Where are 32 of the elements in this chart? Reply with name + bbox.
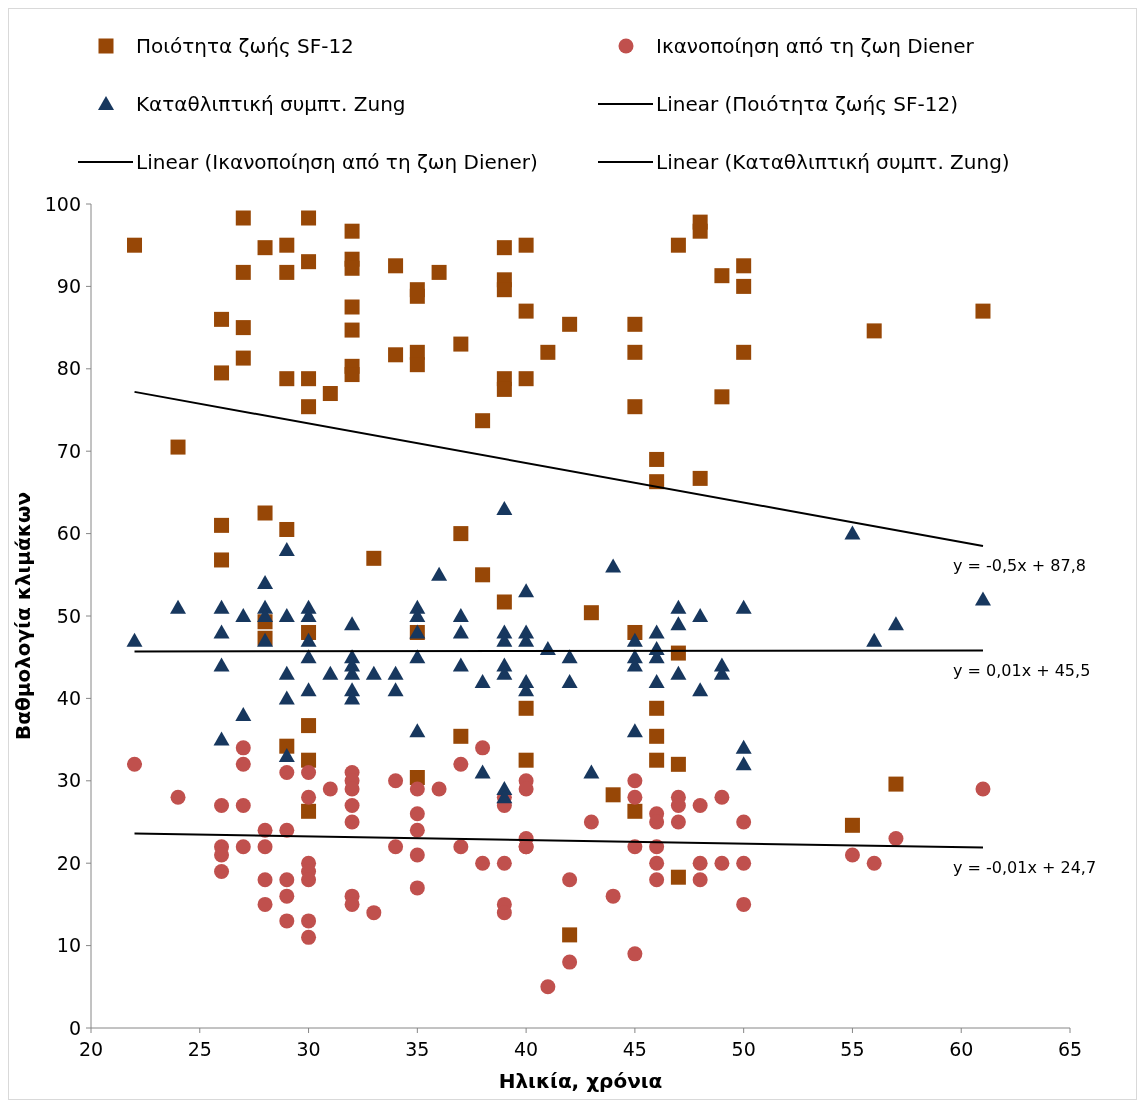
x-tick-label: 25 — [187, 1038, 212, 1060]
x-tick-label: 20 — [78, 1038, 104, 1060]
x-tick-label: 35 — [405, 1038, 430, 1060]
annotation: y = -0,01x + 24,7 — [952, 857, 1097, 877]
legend-label: Linear (Ποιότητα ζωής SF-12) — [656, 92, 958, 116]
y-tick-label: 50 — [56, 604, 81, 627]
y-tick-label: 70 — [56, 439, 81, 462]
y-tick-label: 30 — [56, 769, 81, 792]
y-tick-label: 10 — [56, 934, 81, 957]
annotation: y = 0,01x + 45,5 — [952, 660, 1091, 680]
x-tick-label: 60 — [949, 1038, 974, 1060]
legend-label: Linear (Ικανοποίηση από τη ζωη Diener) — [136, 150, 538, 174]
y-axis-title: Βαθμολογία κλιμάκων — [11, 491, 35, 741]
y-tick-label: 100 — [44, 192, 81, 215]
x-tick-label: 65 — [1057, 1038, 1083, 1060]
x-tick-label: 45 — [622, 1038, 647, 1060]
legend-label: Καταθλιπτική συμπτ. Zung — [136, 92, 406, 116]
y-tick-label: 40 — [56, 687, 81, 710]
y-tick-label: 80 — [56, 357, 81, 380]
y-tick-label: 20 — [56, 851, 81, 874]
x-axis-title: Ηλικία, χρόνια — [498, 1069, 663, 1093]
x-tick-label: 50 — [731, 1038, 756, 1060]
x-tick-label: 55 — [840, 1038, 865, 1060]
y-tick-label: 90 — [56, 275, 81, 298]
x-tick-label: 30 — [296, 1038, 321, 1060]
legend-label: Ικανοποίηση από τη ζωη Diener — [656, 34, 975, 58]
y-tick-label: 0 — [68, 1016, 81, 1039]
legend-label: Ποιότητα ζωής SF-12 — [136, 34, 354, 58]
legend-label: Linear (Καταθλιπτική συμπτ. Zung) — [656, 150, 1010, 174]
x-tick-label: 40 — [514, 1038, 539, 1060]
annotation: y = -0,5x + 87,8 — [952, 555, 1086, 575]
y-tick-label: 60 — [56, 522, 81, 545]
